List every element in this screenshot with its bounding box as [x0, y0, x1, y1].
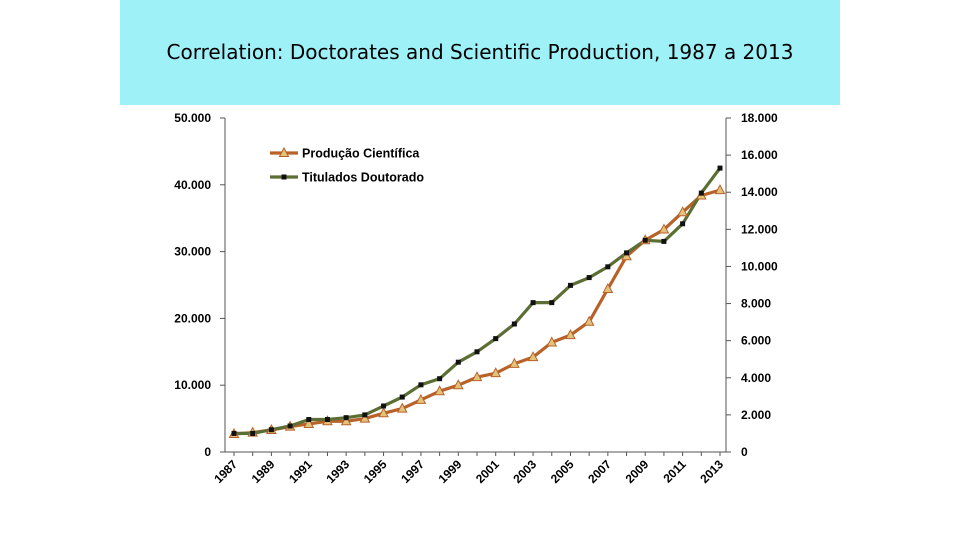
legend-label-2: Titulados Doutorado: [302, 171, 424, 185]
data-point-triangle: [509, 357, 520, 368]
left-axis-tick-label: 50.000: [174, 111, 211, 125]
x-axis-tick-label: 2011: [660, 457, 689, 486]
data-point-square: [642, 237, 648, 243]
left-axis-tick-label: 40.000: [174, 178, 211, 192]
data-point-square: [474, 349, 480, 355]
x-axis-tick-label: 1993: [323, 457, 352, 486]
data-point-triangle: [378, 407, 389, 418]
data-point-triangle: [658, 223, 670, 234]
x-axis-tick-label: 2007: [585, 457, 614, 486]
data-point-triangle: [527, 351, 539, 362]
right-axis-tick-label: 0: [741, 445, 748, 459]
x-axis-tick-label: 1995: [361, 457, 390, 486]
legend: Produção Científica Titulados Doutorado: [270, 147, 424, 185]
left-axis-tick-label: 10.000: [174, 378, 211, 392]
data-point-triangle: [546, 336, 558, 347]
data-point-square: [455, 359, 461, 365]
data-point-square: [549, 300, 555, 306]
data-point-square: [250, 430, 256, 436]
right-axis-tick-label: 2.000: [741, 408, 771, 422]
right-axis-tick-label: 12.000: [741, 222, 778, 236]
data-point-triangle: [415, 393, 427, 404]
right-axis-tick-label: 18.000: [741, 111, 778, 125]
data-point-square: [493, 336, 499, 342]
data-point-square: [362, 412, 368, 418]
data-point-triangle: [714, 184, 726, 195]
data-point-square: [586, 275, 592, 281]
data-point-triangle: [434, 385, 445, 396]
right-axis-tick-label: 6.000: [741, 334, 771, 348]
data-point-triangle: [303, 417, 315, 428]
right-axis-tick-label: 10.000: [741, 259, 778, 273]
x-axis-tick-label: 1999: [436, 457, 465, 486]
legend-label-1: Produção Científica: [302, 147, 420, 161]
data-point-triangle: [602, 282, 614, 294]
data-point-square: [381, 403, 387, 409]
x-axis-tick-label: 2005: [548, 457, 577, 486]
x-axis-tick-label: 2009: [623, 457, 652, 486]
data-point-square: [680, 221, 686, 227]
data-point-square: [717, 165, 723, 171]
right-axis-tick-label: 14.000: [741, 185, 778, 199]
data-point-triangle: [621, 250, 632, 261]
series-lines-group: [233, 167, 722, 436]
legend-marker-square: [281, 174, 287, 180]
x-axis-tick-label: 2001: [473, 457, 502, 486]
data-point-square: [268, 427, 274, 433]
markers-group: [228, 165, 726, 438]
title-banner: [120, 0, 840, 105]
data-point-square: [624, 250, 630, 256]
series-line-2: [234, 167, 722, 435]
data-point-square: [399, 394, 405, 400]
series-line-1: [233, 188, 721, 436]
data-point-square: [324, 417, 330, 423]
x-axis-tick-label: 2013: [697, 457, 726, 486]
x-axis-tick-label: 1997: [398, 457, 427, 486]
data-point-square: [306, 417, 312, 423]
data-point-square: [605, 264, 611, 270]
data-point-square: [661, 238, 667, 244]
legend-marker-triangle: [278, 146, 290, 157]
data-point-square: [698, 190, 704, 196]
right-axis-tick-label: 16.000: [741, 148, 778, 162]
data-point-triangle: [565, 329, 576, 340]
left-axis-tick-label: 0: [204, 445, 211, 459]
data-point-triangle: [396, 402, 408, 413]
data-point-square: [231, 430, 237, 436]
data-point-triangle: [490, 367, 502, 378]
x-axis-tick-label: 2003: [510, 457, 539, 486]
left-axis-tick-label: 30.000: [174, 245, 211, 259]
data-point-square: [567, 282, 573, 288]
data-point-square: [530, 300, 536, 306]
right-axis-tick-label: 8.000: [741, 297, 771, 311]
data-point-square: [343, 415, 349, 421]
data-point-triangle: [583, 315, 595, 326]
data-point-square: [418, 382, 424, 388]
x-axis-tick-label: 1989: [249, 457, 278, 486]
data-point-square: [437, 376, 443, 382]
right-axis-tick-label: 4.000: [741, 371, 771, 385]
x-axis-tick-label: 1991: [286, 457, 315, 486]
x-axis-tick-label: 1987: [211, 457, 240, 486]
slide-title: Correlation: Doctorates and Scientific P…: [166, 40, 794, 64]
left-axis-tick-label: 20.000: [174, 311, 211, 325]
data-point-triangle: [359, 412, 371, 423]
data-point-triangle: [340, 415, 352, 426]
data-point-square: [287, 423, 293, 429]
data-point-triangle: [452, 379, 464, 390]
data-point-square: [511, 321, 517, 327]
data-point-triangle: [677, 206, 688, 217]
data-point-triangle: [471, 371, 483, 382]
